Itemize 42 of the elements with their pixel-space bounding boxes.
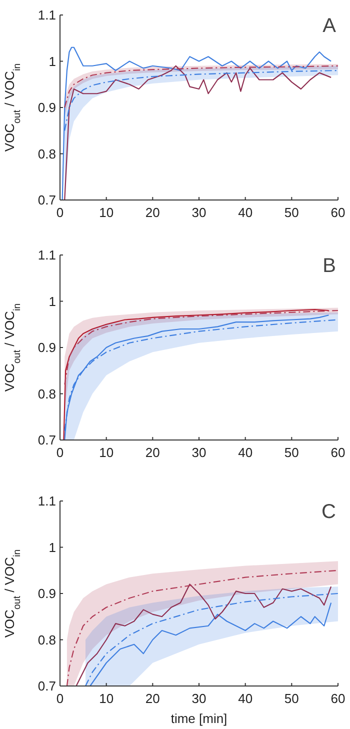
y-tick-label: 0.7 <box>38 432 56 448</box>
x-tick-label: 0 <box>56 205 64 220</box>
x-tick-label: 50 <box>284 445 299 460</box>
y-tick-label: 0.8 <box>38 146 56 162</box>
y-tick-label: 0.8 <box>38 632 56 648</box>
y-tick-label: 0.7 <box>38 678 56 694</box>
y-tick-label: 0.8 <box>38 386 56 402</box>
y-tick-label: 0.9 <box>38 100 56 116</box>
y-tick-label: 0.9 <box>38 340 56 356</box>
x-tick-label: 10 <box>99 445 114 460</box>
y-tick-label: 1 <box>48 294 56 309</box>
y-tick-label: 1 <box>48 54 56 69</box>
x-tick-label: 30 <box>192 691 206 706</box>
annotation: B <box>322 255 336 277</box>
x-tick-label: 30 <box>192 445 206 460</box>
y-tick-label: 0.9 <box>38 586 56 602</box>
x-tick-label: 0 <box>56 445 64 460</box>
x-tick-label: 10 <box>99 205 114 220</box>
x-tick-label: 50 <box>284 691 299 706</box>
line-series <box>64 310 339 386</box>
x-tick-label: 60 <box>330 445 346 460</box>
x-tick-label: 0 <box>56 691 64 706</box>
x-tick-label: 20 <box>145 445 160 460</box>
x-tick-label: 40 <box>238 445 253 460</box>
annotation: A <box>322 15 337 37</box>
x-tick-label: 50 <box>284 205 299 220</box>
y-tick-label: 1 <box>48 540 56 555</box>
x-tick-label: 30 <box>192 205 206 220</box>
y-tick-label: 0.7 <box>38 192 56 208</box>
x-tick-label: 20 <box>145 691 160 706</box>
y-tick-label: 1.1 <box>38 248 56 263</box>
x-tick-label: 40 <box>238 691 253 706</box>
x-tick-label: 20 <box>145 205 160 220</box>
x-tick-label: 10 <box>99 691 114 706</box>
line-series <box>64 65 339 108</box>
x-axis-title: time [min] <box>170 711 228 726</box>
x-tick-label: 60 <box>330 205 346 220</box>
annotation: C <box>322 501 336 523</box>
y-tick-label: 1.1 <box>38 8 56 23</box>
x-tick-label: 40 <box>238 205 253 220</box>
y-tick-label: 1.1 <box>38 494 56 509</box>
x-tick-label: 60 <box>330 691 346 706</box>
